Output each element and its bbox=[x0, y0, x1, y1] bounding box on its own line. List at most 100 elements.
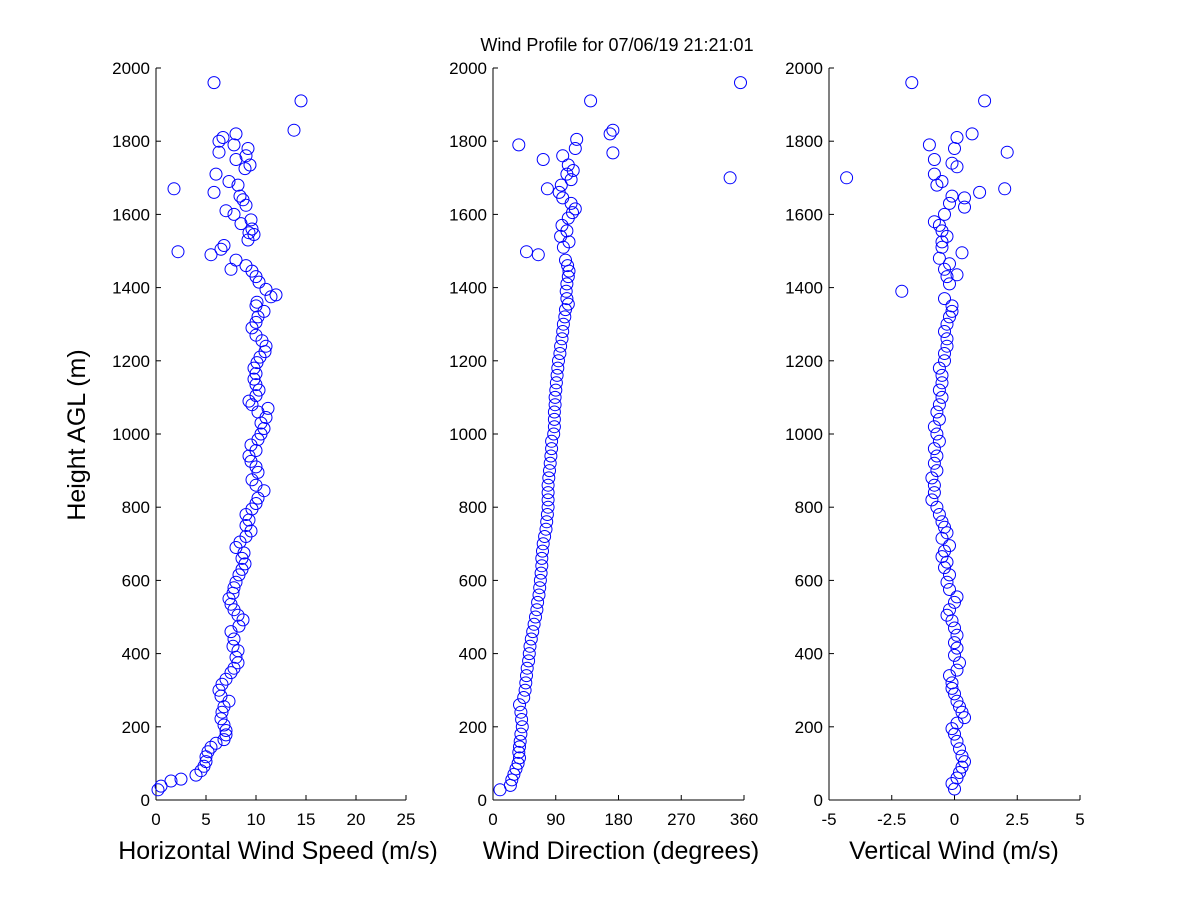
vertical-data-point bbox=[927, 215, 941, 229]
vertical-x-tick-label: -5 bbox=[821, 810, 836, 829]
speed-data-point bbox=[167, 182, 181, 196]
vertical-y-tick-label: 2000 bbox=[785, 59, 823, 78]
vertical-data-point bbox=[932, 361, 946, 375]
direction-data-point bbox=[536, 544, 549, 558]
vertical-y-tick-label: 800 bbox=[795, 498, 823, 517]
speed-data-point bbox=[259, 282, 273, 296]
vertical-data-point bbox=[953, 700, 966, 714]
direction-data-point bbox=[556, 317, 570, 331]
vertical-data-point bbox=[950, 628, 964, 642]
direction-y-tick-label: 600 bbox=[459, 571, 487, 590]
direction-data-point bbox=[527, 617, 541, 631]
direction-data-point bbox=[550, 368, 564, 382]
direction-data-point bbox=[514, 705, 528, 719]
direction-data-point bbox=[545, 434, 559, 448]
direction-data-point bbox=[515, 720, 529, 734]
direction-data-point bbox=[513, 751, 526, 765]
direction-x-tick-label: 270 bbox=[667, 810, 695, 829]
direction-data-point bbox=[541, 486, 555, 500]
direction-data-point bbox=[513, 698, 526, 712]
vertical-data-point bbox=[940, 575, 954, 589]
vertical-data-point bbox=[953, 656, 966, 670]
vertical-data-point bbox=[938, 354, 951, 368]
direction-data-point bbox=[535, 551, 549, 565]
direction-data-point bbox=[541, 493, 555, 507]
vertical-y-tick-label: 1000 bbox=[785, 425, 823, 444]
speed-y-tick-label: 400 bbox=[122, 645, 150, 664]
speed-x-tick-label: 5 bbox=[201, 810, 210, 829]
direction-data-point bbox=[534, 566, 548, 580]
direction-data-point bbox=[547, 427, 561, 441]
vertical-data-point bbox=[943, 583, 956, 596]
vertical-data-point bbox=[948, 648, 961, 662]
direction-data-point bbox=[541, 478, 555, 492]
speed-data-point bbox=[236, 613, 250, 627]
vertical-data-point bbox=[945, 676, 959, 690]
speed-data-point bbox=[261, 401, 275, 415]
direction-data-point bbox=[561, 270, 575, 284]
vertical-data-point bbox=[940, 608, 954, 622]
vertical-data-point bbox=[950, 734, 964, 748]
direction-data-point bbox=[538, 530, 552, 543]
vertical-data-point bbox=[932, 251, 946, 265]
vertical-y-tick-label: 400 bbox=[795, 645, 823, 664]
speed-data-point bbox=[245, 473, 259, 487]
speed-data-point bbox=[212, 134, 226, 148]
wind-direction-panel: 0 200 400 600 800 1000 1200 1400 1600 1800 2000 0 90… bbox=[449, 59, 759, 865]
direction-y-tick-label: 1200 bbox=[449, 352, 487, 371]
speed-data-point bbox=[249, 497, 263, 510]
direction-data-point bbox=[515, 713, 529, 726]
vertical-data-point bbox=[927, 442, 941, 456]
direction-data-point bbox=[584, 94, 598, 108]
vertical-data-point bbox=[945, 681, 959, 695]
speed-x-tick-label: 10 bbox=[247, 810, 266, 829]
speed-data-point bbox=[249, 315, 263, 329]
vertical-x-tick-label: 5 bbox=[1075, 810, 1084, 829]
vertical-y-tick-label: 1600 bbox=[785, 205, 823, 224]
vertical-data-point bbox=[935, 390, 949, 404]
speed-data-point bbox=[234, 217, 248, 231]
vertical-data-point bbox=[940, 317, 954, 331]
vertical-data-point bbox=[948, 595, 961, 609]
speed-data-point bbox=[287, 123, 301, 137]
speed-data-point bbox=[214, 242, 228, 256]
vertical-data-point bbox=[948, 636, 961, 650]
direction-data-point bbox=[547, 412, 561, 426]
speed-data-point bbox=[227, 661, 241, 675]
direction-data-point bbox=[522, 654, 536, 668]
speed-y-tick-label: 1400 bbox=[112, 279, 150, 298]
speed-data-point bbox=[171, 245, 185, 259]
speed-data-point bbox=[212, 683, 226, 697]
vertical-data-point bbox=[935, 368, 949, 382]
direction-data-point bbox=[548, 390, 562, 404]
vertical-data-point bbox=[932, 383, 946, 397]
direction-x-tick-label: 360 bbox=[730, 810, 758, 829]
speed-data-point bbox=[224, 666, 238, 680]
vertical-data-point bbox=[950, 590, 964, 604]
direction-data-point bbox=[555, 332, 569, 346]
speed-data-point bbox=[226, 639, 240, 653]
speed-data-point bbox=[224, 262, 238, 276]
vertical-data-point bbox=[935, 175, 949, 188]
direction-data-point bbox=[545, 442, 559, 456]
direction-data-point bbox=[520, 245, 533, 259]
y-axis-label: Height AGL (m) bbox=[63, 349, 91, 520]
speed-y-tick-label: 0 bbox=[141, 791, 150, 810]
direction-data-point bbox=[560, 167, 574, 181]
direction-y-tick-label: 1600 bbox=[449, 205, 487, 224]
speed-x-tick-label: 20 bbox=[347, 810, 366, 829]
direction-data-point bbox=[513, 734, 527, 748]
vertical-data-point bbox=[935, 550, 949, 564]
vertical-data-point bbox=[950, 268, 964, 282]
vertical-data-point bbox=[940, 339, 954, 353]
speed-y-tick-label: 800 bbox=[122, 498, 150, 517]
speed-data-point bbox=[209, 736, 223, 750]
vertical-data-point bbox=[955, 246, 969, 260]
direction-data-point bbox=[561, 297, 575, 311]
direction-data-point bbox=[568, 142, 582, 155]
speed-data-point bbox=[236, 193, 250, 207]
vertical-data-point bbox=[938, 520, 951, 534]
direction-data-point bbox=[544, 449, 558, 463]
vertical-x-tick-label: -2.5 bbox=[877, 810, 906, 829]
